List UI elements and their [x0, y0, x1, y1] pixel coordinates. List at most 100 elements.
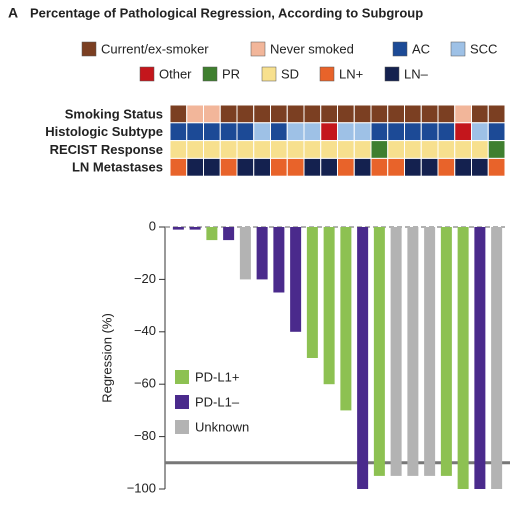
- heatmap-cell: [186, 157, 204, 177]
- legend-swatch: [81, 41, 97, 57]
- y-tick-label: 0: [149, 218, 156, 233]
- y-tick-label: −20: [134, 271, 156, 286]
- bar: [223, 227, 235, 241]
- legend-swatch: [175, 395, 189, 409]
- heatmap-cell: [320, 104, 338, 124]
- bar: [206, 227, 218, 241]
- heatmap-cell: [270, 140, 288, 159]
- heatmap-cell: [454, 104, 472, 124]
- legend-swatch: [392, 41, 408, 57]
- bar: [373, 227, 385, 476]
- legend-swatch: [384, 66, 400, 82]
- heatmap-cell: [454, 140, 472, 159]
- heatmap-cell: [437, 104, 456, 124]
- heatmap-cell: [169, 122, 188, 142]
- heatmap-cell: [286, 122, 305, 142]
- heatmap-cell: [253, 140, 271, 159]
- heatmap-cell: [320, 157, 338, 177]
- heatmap-cell: [286, 140, 305, 159]
- heatmap-cell: [219, 104, 238, 124]
- legend-swatch: [261, 66, 277, 82]
- bar: [390, 227, 402, 476]
- bar: [424, 227, 436, 476]
- legend-label: SCC: [470, 41, 497, 56]
- heatmap-cell: [236, 122, 255, 142]
- heatmap-cell: [219, 140, 238, 159]
- heatmap-cell: [286, 157, 305, 177]
- legend-label: Unknown: [195, 419, 249, 434]
- heatmap-cell: [420, 104, 439, 124]
- heatmap-cell: [353, 104, 372, 124]
- bar: [357, 227, 369, 489]
- heatmap-cell: [387, 140, 405, 159]
- heatmap-cell: [404, 104, 422, 124]
- bar: [340, 227, 352, 411]
- bar: [172, 227, 184, 230]
- heatmap-cell: [270, 122, 288, 142]
- heatmap-cell: [353, 157, 372, 177]
- legend-label: Other: [159, 66, 192, 81]
- heatmap-cell: [487, 122, 506, 142]
- heatmap-cell: [353, 122, 372, 142]
- legend-swatch: [450, 41, 466, 57]
- heatmap-cell: [404, 122, 422, 142]
- legend-swatch: [139, 66, 155, 82]
- heatmap-cell: [404, 140, 422, 159]
- heatmap-cell: [370, 157, 389, 177]
- heatmap-cell: [253, 122, 271, 142]
- y-tick-label: −100: [127, 480, 156, 495]
- heatmap-cell: [303, 157, 322, 177]
- legend-label: LN+: [339, 66, 363, 81]
- heatmap-cell: [337, 140, 355, 159]
- chart-title: Percentage of Pathological Regression, A…: [30, 5, 423, 20]
- heatmap-cell: [320, 122, 338, 142]
- heatmap-cell: [236, 140, 255, 159]
- heatmap-cell: [454, 157, 472, 177]
- heatmap-cell: [253, 157, 271, 177]
- row-label: Smoking Status: [65, 106, 163, 121]
- bar: [440, 227, 452, 476]
- legend-swatch: [202, 66, 218, 82]
- heatmap-cell: [437, 140, 456, 159]
- heatmap-cell: [169, 157, 188, 177]
- heatmap-cell: [203, 104, 221, 124]
- bar: [457, 227, 469, 489]
- heatmap-cell: [353, 140, 372, 159]
- heatmap-cell: [437, 157, 456, 177]
- row-label: RECIST Response: [50, 142, 163, 157]
- heatmap-cell: [487, 157, 506, 177]
- heatmap-cell: [337, 122, 355, 142]
- y-tick-label: −40: [134, 323, 156, 338]
- row-label: Histologic Subtype: [45, 124, 163, 139]
- heatmap-cell: [370, 104, 389, 124]
- heatmap-cell: [370, 122, 389, 142]
- heatmap-cell: [236, 157, 255, 177]
- heatmap-cell: [303, 140, 322, 159]
- legend-swatch: [250, 41, 266, 57]
- panel-label: A: [8, 5, 18, 21]
- heatmap-cell: [471, 104, 489, 124]
- bar: [306, 227, 318, 358]
- heatmap-cell: [337, 104, 355, 124]
- heatmap-cell: [219, 122, 238, 142]
- heatmap-cell: [203, 157, 221, 177]
- legend-swatch: [319, 66, 335, 82]
- heatmap-cell: [303, 104, 322, 124]
- legend-label: PR: [222, 66, 240, 81]
- bar: [189, 227, 201, 230]
- bar: [323, 227, 335, 385]
- bar: [273, 227, 285, 293]
- heatmap-cell: [270, 104, 288, 124]
- legend-label: PD-L1–: [195, 394, 240, 409]
- heatmap-cell: [387, 122, 405, 142]
- heatmap-cell: [337, 157, 355, 177]
- heatmap-cell: [420, 140, 439, 159]
- bar: [239, 227, 251, 280]
- heatmap-cell: [420, 122, 439, 142]
- heatmap-cell: [236, 104, 255, 124]
- bar: [407, 227, 419, 476]
- heatmap-cell: [286, 104, 305, 124]
- heatmap-cell: [203, 122, 221, 142]
- heatmap-cell: [169, 104, 188, 124]
- legend-label: PD-L1+: [195, 369, 239, 384]
